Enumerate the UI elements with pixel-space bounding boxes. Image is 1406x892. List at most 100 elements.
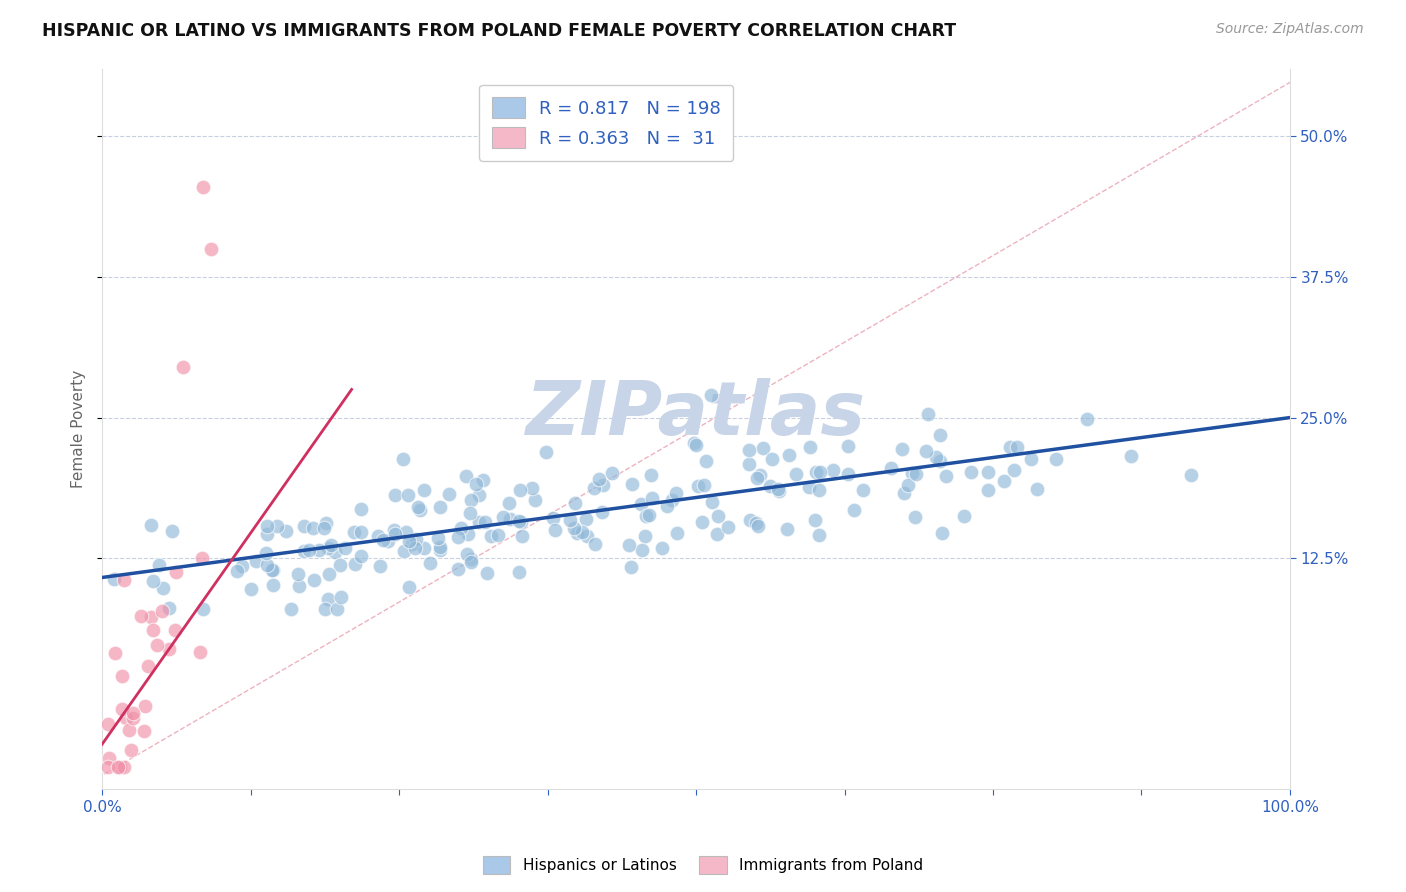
Point — [396, 488, 419, 502]
Point — [262, 563, 284, 577]
Point — [142, 574, 165, 589]
Point — [308, 542, 330, 557]
Point — [262, 578, 284, 592]
Point — [745, 516, 768, 530]
Point — [785, 467, 807, 482]
Point — [583, 537, 606, 551]
Point — [111, 701, 134, 715]
Point — [134, 699, 156, 714]
Point — [737, 457, 759, 471]
Point — [392, 452, 415, 467]
Point — [97, 759, 120, 773]
Legend: R = 0.817   N = 198, R = 0.363   N =  31: R = 0.817 N = 198, R = 0.363 N = 31 — [479, 85, 734, 161]
Point — [262, 563, 284, 577]
Point — [640, 468, 662, 483]
Point — [231, 558, 253, 573]
Point — [571, 525, 593, 540]
Point — [97, 717, 120, 731]
Point — [97, 750, 120, 764]
Point — [107, 759, 129, 773]
Point — [797, 480, 820, 494]
Point — [685, 438, 707, 452]
Point — [398, 580, 420, 594]
Point — [384, 526, 406, 541]
Point — [350, 525, 373, 540]
Point — [752, 442, 775, 456]
Point — [302, 573, 325, 587]
Point — [600, 466, 623, 480]
Point — [977, 483, 1000, 498]
Point — [118, 723, 141, 737]
Point — [776, 522, 799, 536]
Point — [115, 711, 138, 725]
Point — [287, 567, 309, 582]
Point — [690, 515, 713, 529]
Point — [749, 467, 772, 482]
Point — [450, 521, 472, 535]
Point — [467, 516, 489, 530]
Point — [460, 555, 482, 569]
Text: HISPANIC OR LATINO VS IMMIGRANTS FROM POLAND FEMALE POVERTY CORRELATION CHART: HISPANIC OR LATINO VS IMMIGRANTS FROM PO… — [42, 22, 956, 40]
Point — [575, 512, 598, 526]
Point — [558, 513, 581, 527]
Point — [460, 493, 482, 508]
Point — [370, 558, 392, 573]
Point — [904, 467, 927, 482]
Point — [1005, 440, 1028, 454]
Point — [475, 566, 498, 580]
Point — [456, 548, 478, 562]
Point — [382, 523, 405, 537]
Point — [893, 485, 915, 500]
Point — [630, 497, 652, 511]
Point — [457, 526, 479, 541]
Point — [288, 579, 311, 593]
Point — [617, 538, 640, 552]
Point — [427, 531, 450, 545]
Point — [193, 602, 215, 616]
Point — [931, 525, 953, 540]
Point — [326, 602, 349, 616]
Point — [695, 454, 717, 468]
Point — [349, 502, 371, 516]
Point — [960, 466, 983, 480]
Point — [778, 448, 800, 462]
Point — [329, 558, 352, 572]
Point — [808, 466, 831, 480]
Point — [747, 518, 769, 533]
Point — [367, 528, 389, 542]
Point — [929, 454, 952, 468]
Point — [582, 481, 605, 495]
Point — [413, 541, 436, 555]
Point — [562, 521, 585, 535]
Point — [935, 469, 957, 483]
Point — [917, 407, 939, 421]
Point — [543, 523, 565, 537]
Point — [404, 541, 426, 555]
Point — [1045, 451, 1067, 466]
Point — [139, 609, 162, 624]
Point — [132, 723, 155, 738]
Point — [534, 445, 557, 459]
Point — [254, 546, 277, 560]
Point — [683, 436, 706, 450]
Point — [510, 529, 533, 543]
Point — [879, 461, 901, 475]
Point — [620, 560, 643, 574]
Point — [852, 483, 875, 497]
Point — [508, 565, 530, 579]
Point — [142, 623, 165, 637]
Point — [592, 478, 614, 492]
Point — [700, 388, 723, 402]
Point — [409, 502, 432, 516]
Point — [929, 428, 952, 442]
Point — [706, 527, 728, 541]
Point — [429, 541, 451, 555]
Point — [468, 488, 491, 502]
Point — [152, 581, 174, 595]
Point — [112, 759, 135, 773]
Point — [509, 483, 531, 498]
Point — [292, 518, 315, 533]
Point — [446, 530, 468, 544]
Point — [665, 525, 688, 540]
Point — [522, 482, 544, 496]
